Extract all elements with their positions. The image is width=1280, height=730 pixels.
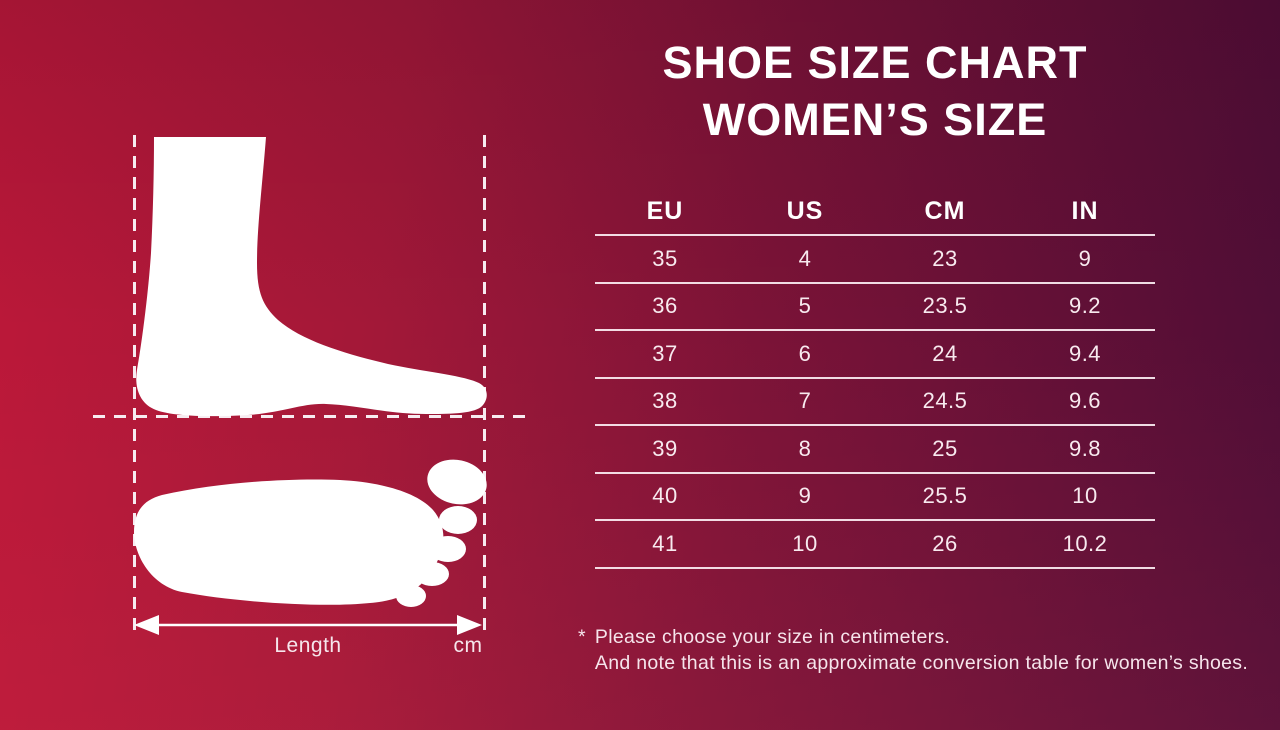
- table-cell: 26: [932, 530, 958, 556]
- dashed-guide-left: [133, 135, 136, 638]
- table-row: 37 6 24 9.4: [595, 331, 1155, 379]
- table-cell: 9.2: [1068, 293, 1102, 319]
- footnote-text: Please choose your size in centimeters. …: [595, 624, 1248, 676]
- cm-unit-label: cm: [453, 634, 483, 657]
- table-cell: 37: [652, 340, 678, 366]
- table-cell: 6: [798, 340, 812, 366]
- page-title-line1: SHOE SIZE CHART: [662, 37, 1088, 88]
- table-row: 41 10 26 10.2: [595, 521, 1155, 569]
- column-header-eu: EU: [646, 196, 684, 225]
- table-row: 38 7 24.5 9.6: [595, 379, 1155, 426]
- table-cell: 5: [798, 293, 812, 319]
- table-row: 40 9 25.5 10: [595, 474, 1155, 521]
- page-title: SHOE SIZE CHART WOMEN’S SIZE: [575, 34, 1175, 148]
- size-table-rows: 35 4 23 9 36 5 23.5 9.2 37 6 24 9.4 38 7 24.5 9.6 39 8 25 9…: [595, 236, 1155, 569]
- footnote-asterisk: *: [578, 626, 586, 648]
- table-cell: 38: [652, 388, 678, 414]
- column-header-in: IN: [1071, 196, 1099, 225]
- table-cell: 23.5: [922, 293, 968, 319]
- table-cell: 25.5: [922, 483, 968, 509]
- foot-side-icon: [136, 137, 487, 417]
- footnote-line2: And note that this is an approximate con…: [594, 652, 1249, 674]
- table-cell: 10.2: [1062, 530, 1108, 556]
- dashed-guide-right: [483, 135, 486, 638]
- table-cell: 25: [932, 435, 958, 461]
- column-header-us: US: [786, 196, 824, 225]
- page-title-line2: WOMEN’S SIZE: [702, 94, 1048, 145]
- table-cell: 35: [652, 245, 678, 271]
- table-cell: 24.5: [922, 388, 968, 414]
- table-row: 36 5 23.5 9.2: [595, 284, 1155, 331]
- table-header-row: EU US CM IN: [595, 188, 1155, 236]
- dashed-guide-baseline: [93, 415, 525, 418]
- table-cell: 9.8: [1068, 435, 1102, 461]
- table-row: 35 4 23 9: [595, 236, 1155, 284]
- table-cell: 39: [652, 435, 678, 461]
- table-cell: 40: [652, 483, 678, 509]
- table-cell: 9: [798, 483, 812, 509]
- table-cell: 9: [1078, 245, 1092, 271]
- table-cell: 8: [798, 435, 812, 461]
- table-cell: 36: [652, 293, 678, 319]
- footnote-line1: Please choose your size in centimeters.: [594, 626, 951, 648]
- table-cell: 9.6: [1068, 388, 1102, 414]
- table-row: 39 8 25 9.8: [595, 426, 1155, 474]
- table-cell: 4: [798, 245, 812, 271]
- length-label: Length: [274, 634, 342, 657]
- table-cell: 10: [792, 530, 818, 556]
- footprint-top-icon: [134, 459, 487, 607]
- table-cell: 41: [652, 530, 678, 556]
- column-header-cm: CM: [924, 196, 966, 225]
- table-cell: 9.4: [1068, 340, 1102, 366]
- size-conversion-table: EU US CM IN 35 4 23 9 36 5 23.5 9.2 37 6 24 9.4 38 7 2…: [595, 188, 1155, 569]
- footnote: * Please choose your size in centimeters…: [578, 624, 1258, 676]
- table-cell: 7: [798, 388, 812, 414]
- table-cell: 10: [1072, 483, 1098, 509]
- length-arrow-icon: [134, 615, 482, 635]
- table-cell: 24: [932, 340, 958, 366]
- table-cell: 23: [932, 245, 958, 271]
